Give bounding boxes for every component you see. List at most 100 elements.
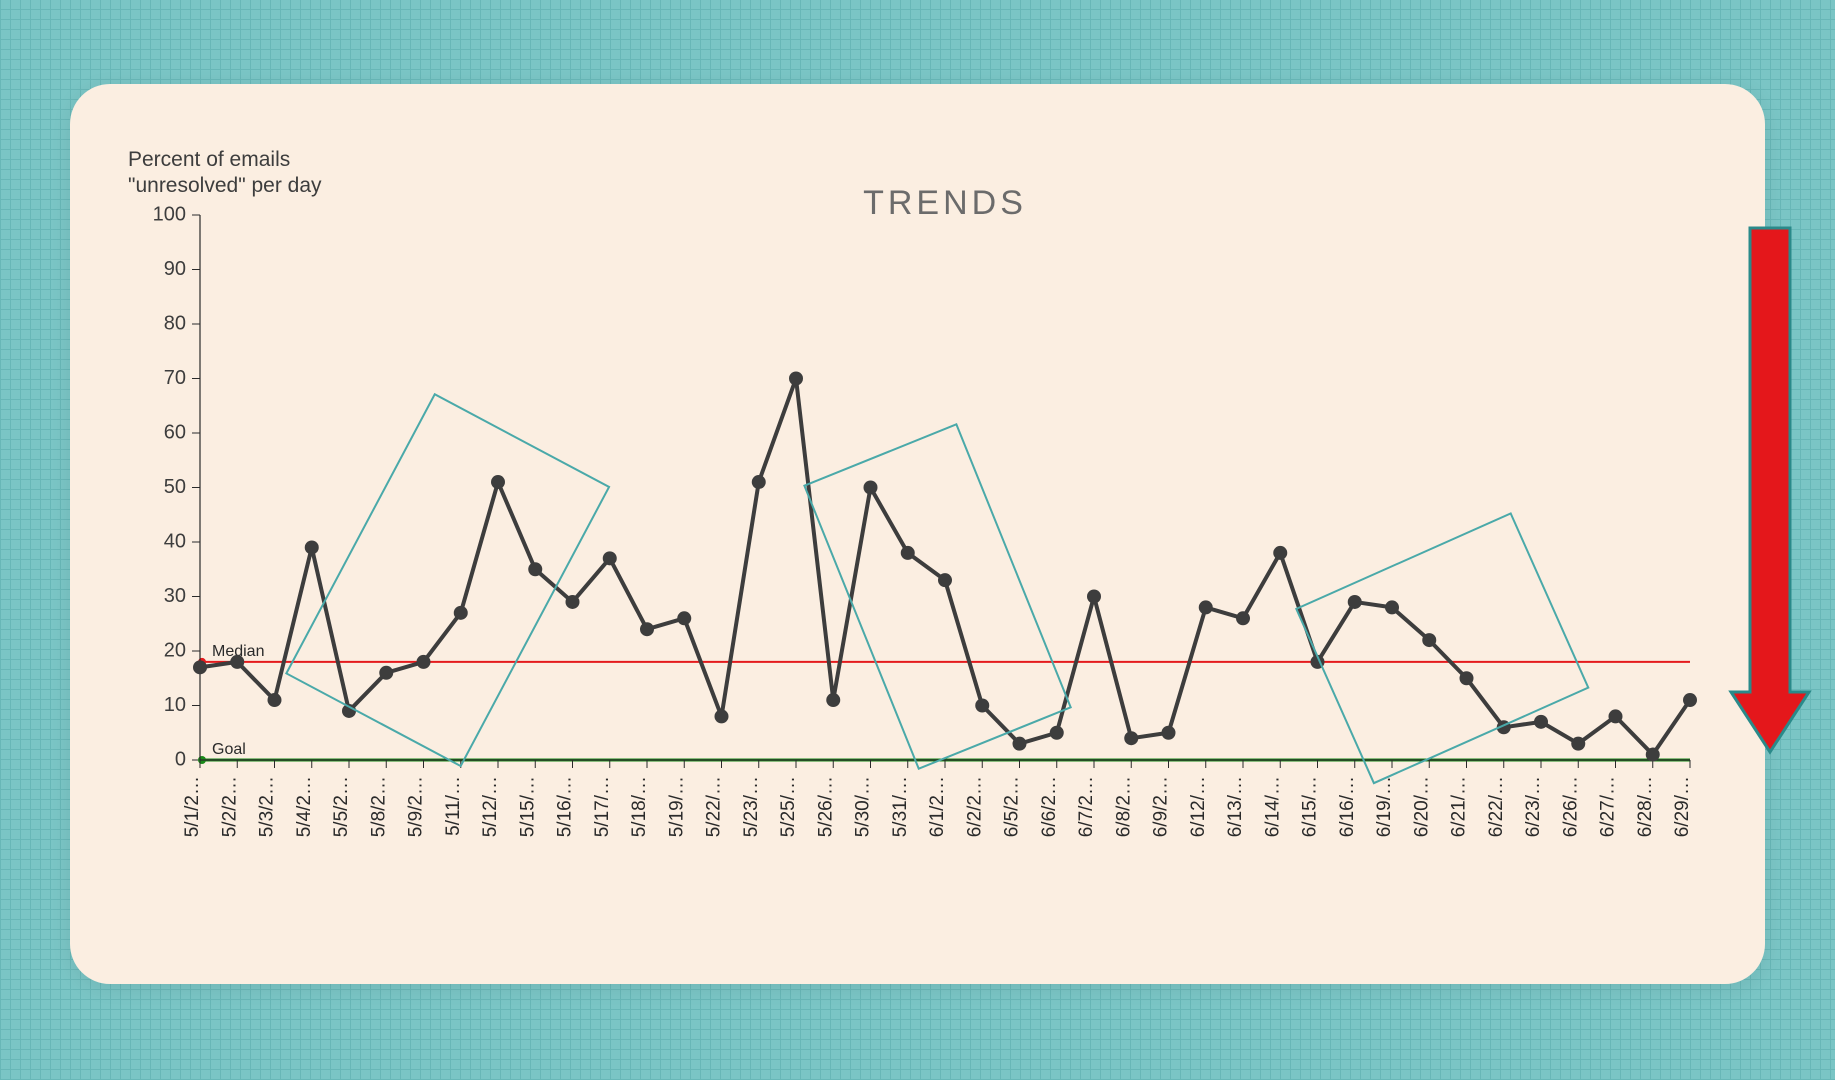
data-point — [1422, 633, 1436, 647]
x-tick-label: 6/23/… — [1523, 776, 1544, 837]
data-point — [417, 655, 431, 669]
x-tick-label: 6/9/2… — [1151, 776, 1172, 837]
x-tick-label: 5/5/2… — [331, 776, 352, 837]
data-point — [1534, 715, 1548, 729]
chart-subtitle-line2: "unresolved" per day — [128, 174, 322, 197]
data-point — [528, 562, 542, 576]
data-point — [826, 693, 840, 707]
highlight-box-2 — [804, 424, 1070, 768]
data-point — [640, 622, 654, 636]
x-tick-label: 6/15/… — [1300, 776, 1321, 837]
x-tick-label: 5/16/… — [555, 776, 576, 837]
data-point — [230, 655, 244, 669]
x-tick-label: 6/26/… — [1560, 776, 1581, 837]
data-point — [677, 611, 691, 625]
x-tick-label: 6/6/2… — [1039, 776, 1060, 837]
data-point — [1162, 726, 1176, 740]
data-point — [193, 660, 207, 674]
data-point — [1460, 671, 1474, 685]
y-tick-label: 70 — [164, 367, 186, 389]
x-tick-label: 5/15/… — [517, 776, 538, 837]
x-tick-label: 5/31/… — [890, 776, 911, 837]
x-tick-label: 6/19/… — [1374, 776, 1395, 837]
y-tick-label: 30 — [164, 585, 186, 607]
data-point — [1050, 726, 1064, 740]
data-point — [603, 551, 617, 565]
data-point — [566, 595, 580, 609]
x-tick-label: 6/12/… — [1188, 776, 1209, 837]
highlight-box-3 — [1296, 513, 1588, 783]
data-point — [1609, 709, 1623, 723]
data-point — [1013, 737, 1027, 751]
x-tick-label: 6/20/… — [1411, 776, 1432, 837]
data-point — [1236, 611, 1250, 625]
x-tick-label: 5/8/2… — [368, 776, 389, 837]
data-point — [1124, 731, 1138, 745]
x-tick-label: 5/3/2… — [257, 776, 278, 837]
data-point — [901, 546, 915, 560]
data-point — [1273, 546, 1287, 560]
x-tick-label: 6/29/… — [1672, 776, 1693, 837]
x-tick-label: 6/14/… — [1262, 776, 1283, 837]
data-point — [715, 709, 729, 723]
data-point — [491, 475, 505, 489]
x-tick-label: 5/23/… — [741, 776, 762, 837]
down-arrow-icon — [1731, 228, 1809, 752]
y-tick-label: 60 — [164, 421, 186, 443]
data-point — [1348, 595, 1362, 609]
data-point — [975, 699, 989, 713]
data-point — [789, 372, 803, 386]
x-tick-label: 5/12/… — [480, 776, 501, 837]
ref-label-goal: Goal — [212, 741, 246, 758]
data-point — [305, 540, 319, 554]
x-tick-label: 6/22/… — [1486, 776, 1507, 837]
data-point — [379, 666, 393, 680]
data-point — [1199, 600, 1213, 614]
y-tick-label: 90 — [164, 258, 186, 280]
chart-title: TRENDS — [863, 184, 1027, 222]
x-tick-label: 5/25/… — [778, 776, 799, 837]
y-tick-label: 20 — [164, 639, 186, 661]
x-tick-label: 5/19/… — [666, 776, 687, 837]
x-tick-label: 6/27/… — [1598, 776, 1619, 837]
y-tick-label: 0 — [175, 748, 186, 770]
x-tick-label: 5/2/2… — [219, 776, 240, 837]
highlight-box-1 — [286, 394, 609, 766]
y-tick-label: 10 — [164, 694, 186, 716]
data-point — [752, 475, 766, 489]
trend-chart: Percent of emails "unresolved" per day TRE… — [0, 0, 1835, 1080]
x-tick-label: 6/7/2… — [1076, 776, 1097, 837]
x-tick-label: 5/1/2… — [182, 776, 203, 837]
data-point — [938, 573, 952, 587]
y-tick-label: 50 — [164, 476, 186, 498]
data-line — [200, 379, 1690, 755]
x-tick-label: 6/1/2… — [927, 776, 948, 837]
x-tick-label: 5/9/2… — [406, 776, 427, 837]
x-tick-label: 5/22/… — [704, 776, 725, 837]
data-point — [1087, 590, 1101, 604]
x-tick-label: 6/28/… — [1635, 776, 1656, 837]
y-tick-label: 80 — [164, 312, 186, 334]
x-tick-label: 5/26/… — [815, 776, 836, 837]
data-point — [268, 693, 282, 707]
data-point — [1646, 748, 1660, 762]
x-tick-label: 6/5/2… — [1002, 776, 1023, 837]
x-tick-label: 5/11/… — [443, 776, 464, 836]
x-tick-label: 5/18/… — [629, 776, 650, 837]
data-point — [1683, 693, 1697, 707]
x-tick-label: 6/2/2… — [964, 776, 985, 837]
data-point — [1385, 600, 1399, 614]
x-tick-label: 6/21/… — [1449, 776, 1470, 837]
x-tick-label: 6/8/2… — [1113, 776, 1134, 837]
x-tick-label: 6/13/… — [1225, 776, 1246, 837]
y-tick-label: 100 — [153, 203, 186, 225]
data-point — [454, 606, 468, 620]
x-tick-label: 6/16/… — [1337, 776, 1358, 837]
data-point — [1571, 737, 1585, 751]
x-tick-label: 5/4/2… — [294, 776, 315, 837]
y-tick-label: 40 — [164, 530, 186, 552]
x-tick-label: 5/17/… — [592, 776, 613, 837]
data-point — [864, 481, 878, 495]
x-tick-label: 5/30/… — [853, 776, 874, 837]
chart-subtitle-line1: Percent of emails — [128, 148, 290, 171]
